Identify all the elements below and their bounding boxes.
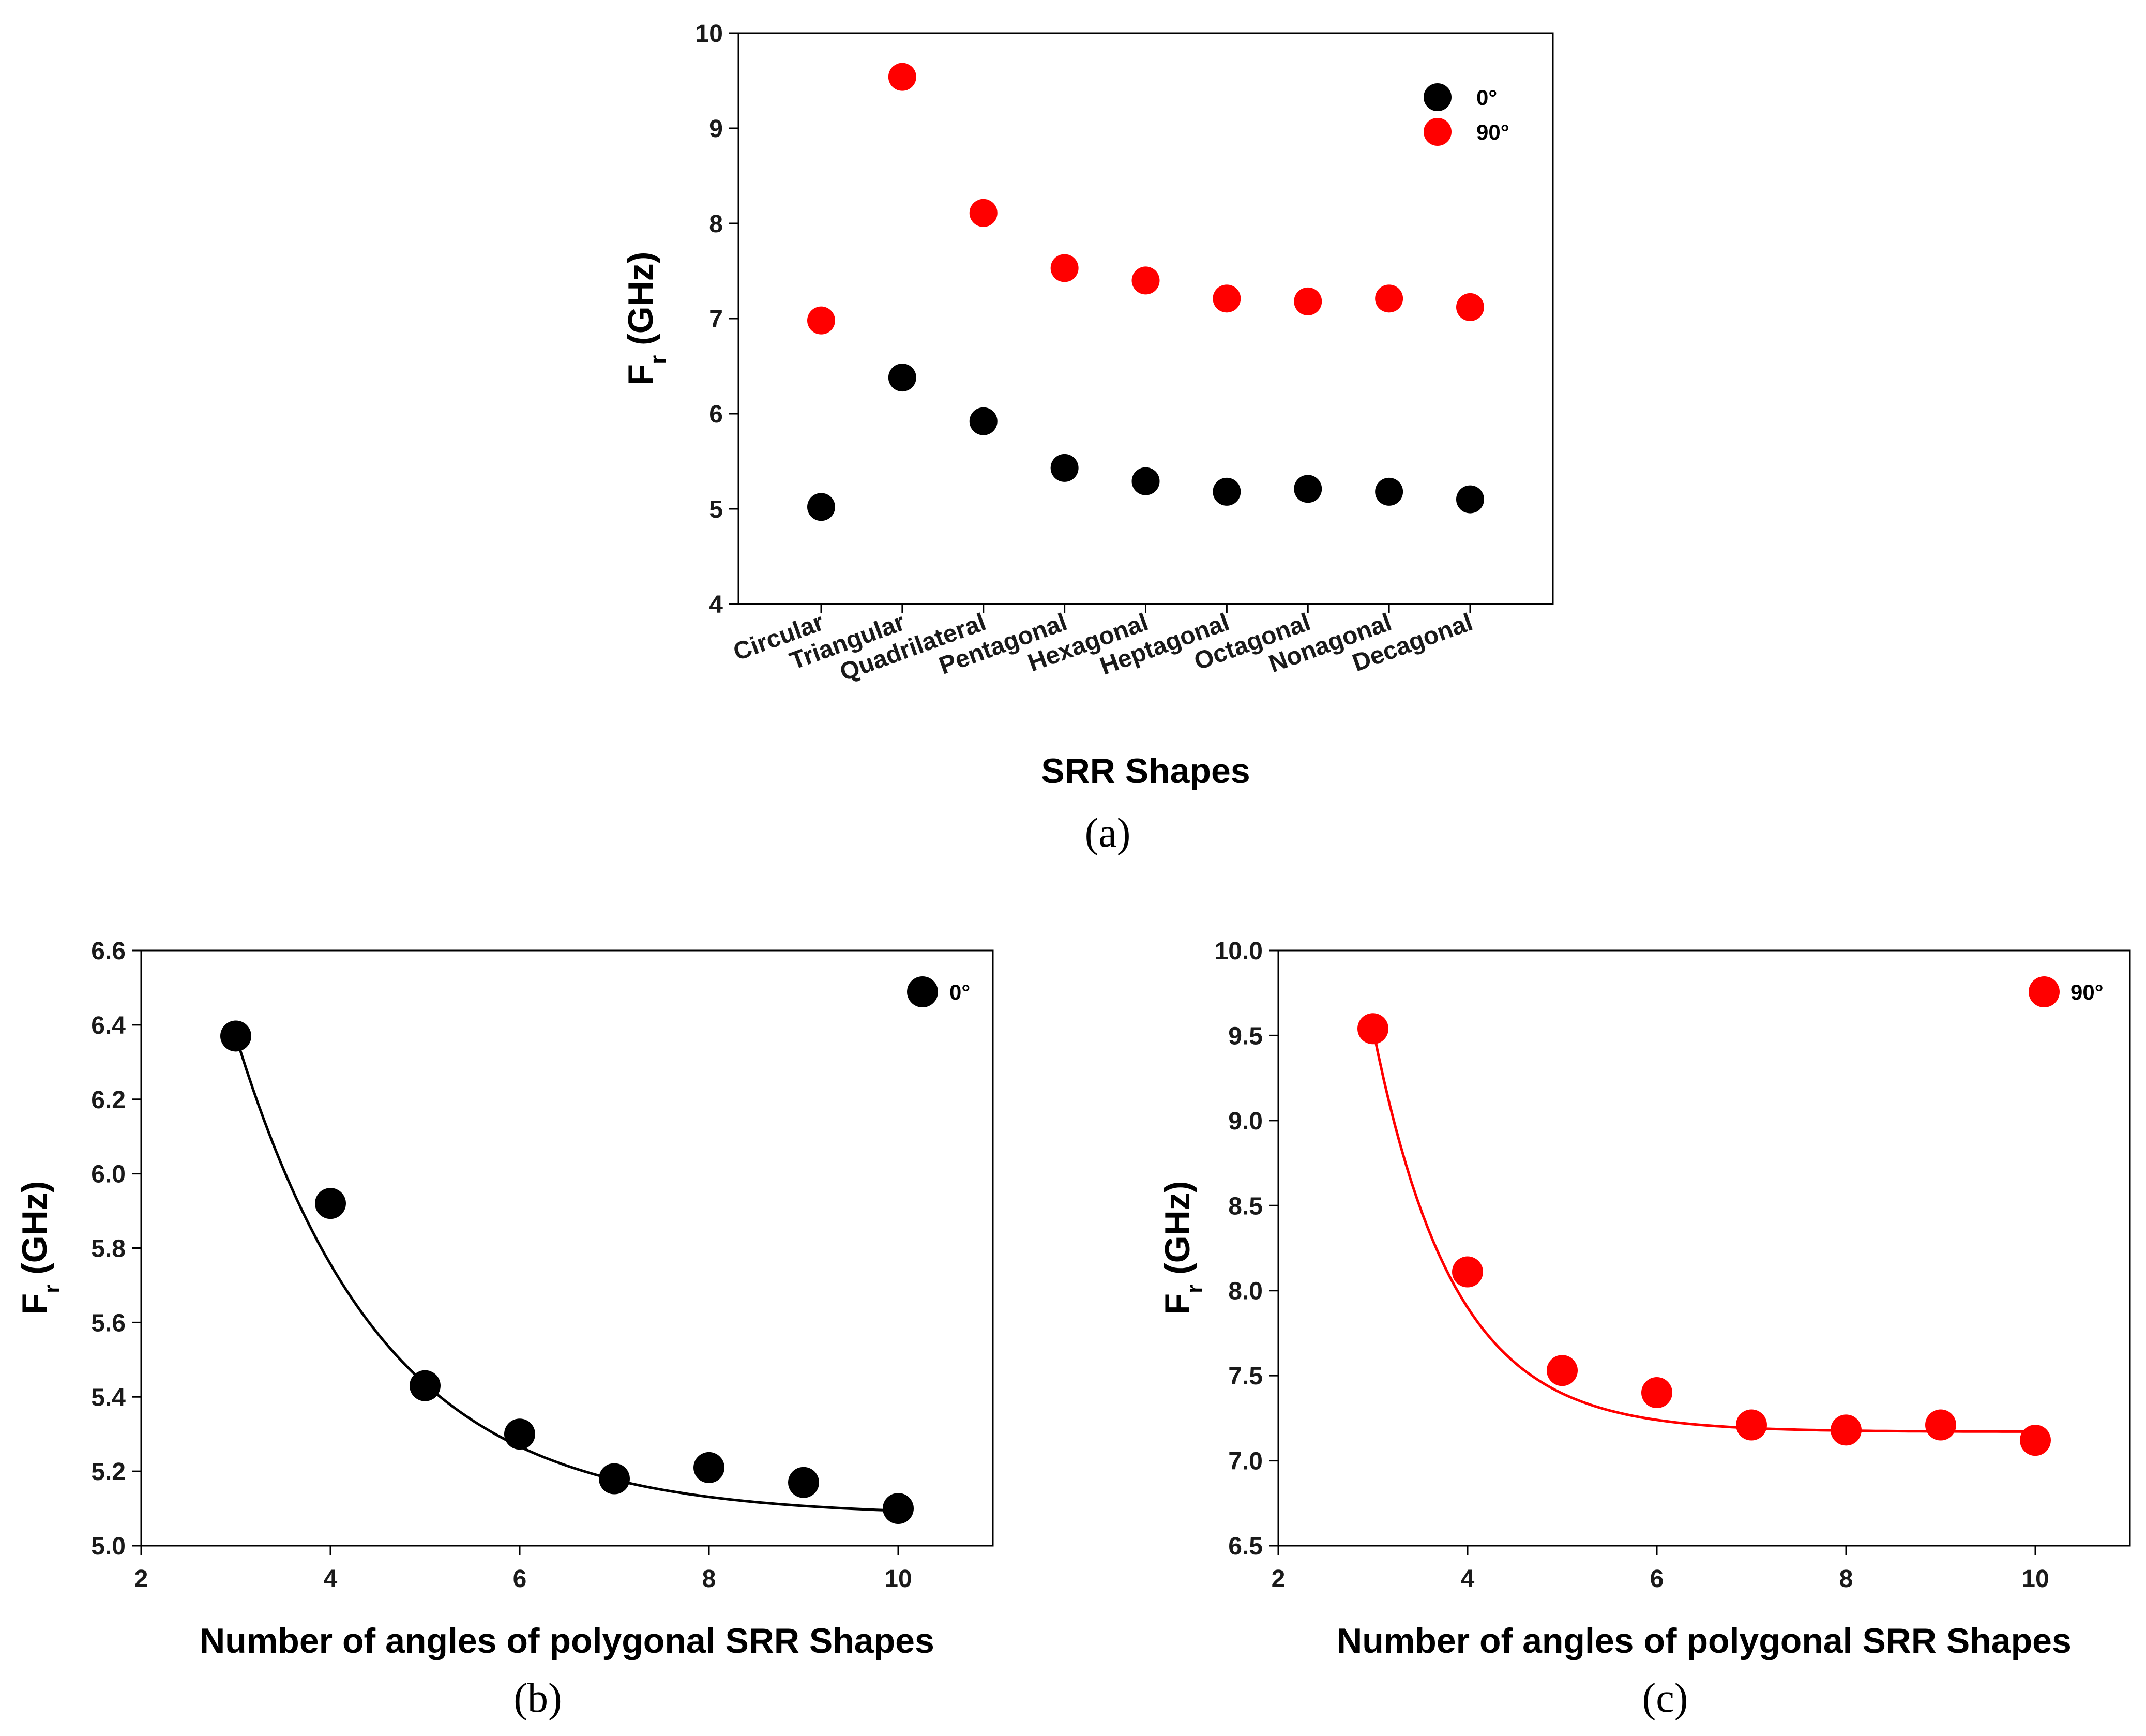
chart-a: 45678910CircularTriangularQuadrilateralP… (621, 20, 1554, 856)
chart-a-plot-frame (737, 32, 1554, 605)
chart-a-point-s2 (1294, 287, 1322, 315)
chart-b-y-axis-title: Fr (GHz) (15, 1181, 65, 1315)
chart-a-point-s2 (1131, 266, 1160, 295)
chart-c-x-tick-label: 4 (1461, 1565, 1475, 1593)
chart-b-point-s1 (599, 1463, 630, 1495)
chart-b-legend-label: 0° (949, 980, 970, 1004)
chart-a-y-tick-label: 6 (709, 401, 723, 428)
chart-b-x-tick-label: 6 (513, 1565, 527, 1593)
chart-a-point-s1 (888, 364, 916, 392)
chart-c-legend-label: 90° (2071, 980, 2104, 1004)
chart-b-legend-marker (907, 976, 938, 1007)
chart-b-y-tick-label: 5.4 (91, 1384, 126, 1411)
chart-c-y-tick-label: 7.0 (1228, 1448, 1263, 1475)
chart-c: 6.5 7.0 7.5 8.0 8.5 9.0 9.5 10.0 2 4 6 8 10 90° Number… (1158, 938, 2131, 1721)
chart-c-y-tick-label: 8.5 (1228, 1192, 1263, 1220)
chart-a-legend: 0°90° (1424, 83, 1509, 146)
chart-b-x-tick-label: 10 (884, 1565, 912, 1593)
chart-b-fit-curve (234, 1035, 899, 1512)
chart-a-legend-marker (1424, 83, 1452, 111)
chart-c-x-tick-label: 10 (2021, 1565, 2049, 1593)
chart-b-point-s1 (883, 1493, 914, 1524)
chart-c-y-tick-label: 9.0 (1228, 1108, 1263, 1135)
chart-b-y-tick-label: 5.0 (91, 1533, 126, 1560)
chart-c-caption: (c) (1642, 1675, 1688, 1721)
chart-a-point-s1 (1131, 467, 1160, 495)
chart-a-point-s2 (1050, 254, 1079, 282)
chart-c-point-s1 (1452, 1256, 1483, 1288)
chart-b-x-tick-label: 2 (134, 1565, 148, 1593)
chart-c-point-s1 (2020, 1425, 2051, 1456)
chart-b-y-tick-label: 6.2 (91, 1086, 126, 1114)
chart-a-point-s1 (1050, 454, 1079, 482)
chart-a-y-tick-label: 9 (709, 115, 723, 143)
chart-a-point-s1 (1213, 477, 1241, 506)
chart-c-y-tick-label: 9.5 (1228, 1022, 1263, 1050)
chart-a-point-s1 (1294, 475, 1322, 503)
chart-a-legend-marker (1424, 118, 1452, 146)
chart-c-x-axis-title: Number of angles of polygonal SRR Shapes (1337, 1621, 2072, 1660)
chart-a-point-s2 (1213, 284, 1241, 313)
chart-b-point-s1 (504, 1418, 535, 1450)
chart-b-legend: 0° (907, 976, 970, 1007)
chart-b-x-tick-label: 4 (324, 1565, 338, 1593)
chart-a-point-s2 (888, 63, 916, 91)
chart-c-y-tick-label: 7.5 (1228, 1363, 1263, 1390)
chart-c-y-tick-label: 6.5 (1228, 1533, 1263, 1560)
chart-a-point-s1 (1375, 477, 1403, 506)
chart-c-point-s1 (1357, 1013, 1388, 1045)
chart-a-legend-label: 0° (1476, 85, 1497, 110)
chart-b-y-tick-label: 5.6 (91, 1309, 126, 1337)
chart-a-y-tick-label: 4 (709, 591, 723, 618)
chart-a-y-tick-label: 5 (709, 496, 723, 523)
chart-a-point-s1 (1456, 485, 1484, 514)
chart-a-point-s1 (969, 407, 998, 435)
chart-b-y-tick-label: 6.0 (91, 1161, 126, 1188)
chart-c-point-s1 (1925, 1409, 1956, 1441)
chart-a-point-s2 (1375, 284, 1403, 313)
chart-a-y-tick-label: 7 (709, 306, 723, 333)
chart-b-plot-frame (140, 949, 994, 1547)
chart-c-y-axis-title: Fr (GHz) (1158, 1181, 1207, 1315)
chart-c-fit-curve (1371, 1028, 2036, 1433)
chart-c-point-s1 (1736, 1409, 1767, 1441)
chart-a-y-axis-title: Fr (GHz) (621, 252, 671, 386)
chart-c-point-s1 (1831, 1414, 1862, 1446)
chart-c-y-tick-label: 10.0 (1215, 938, 1263, 965)
chart-a-point-s2 (969, 199, 998, 227)
chart-b-point-s1 (315, 1188, 346, 1219)
chart-c-y-tick-label: 8.0 (1228, 1278, 1263, 1305)
chart-b-y-tick-label: 5.8 (91, 1235, 126, 1263)
chart-b-x-tick-label: 8 (702, 1565, 716, 1593)
chart-b-caption: (b) (513, 1675, 562, 1721)
chart-c-plot-frame (1277, 949, 2131, 1547)
chart-a-y-tick-label: 10 (696, 20, 723, 48)
chart-a-point-s1 (807, 493, 835, 521)
chart-b-point-s1 (788, 1467, 819, 1498)
chart-b-y-tick-label: 5.2 (91, 1458, 126, 1486)
chart-a-legend-label: 90° (1476, 120, 1509, 144)
chart-a-caption: (a) (1085, 810, 1131, 856)
chart-b-point-s1 (220, 1020, 251, 1052)
chart-a-x-axis-title: SRR Shapes (1041, 751, 1250, 791)
chart-a-y-tick-label: 8 (709, 210, 723, 238)
chart-b-y-tick-label: 6.4 (91, 1012, 126, 1039)
chart-c-legend-marker (2029, 976, 2060, 1007)
chart-b-point-s1 (693, 1452, 724, 1483)
chart-b: 5.0 5.2 5.4 5.6 5.8 6.0 6.2 6.4 6.6 2 4 6 8 10 0° Numbe… (15, 938, 994, 1721)
chart-b-point-s1 (410, 1370, 441, 1401)
chart-c-x-tick-label: 6 (1650, 1565, 1664, 1593)
chart-b-x-axis-title: Number of angles of polygonal SRR Shapes (200, 1621, 934, 1660)
chart-c-point-s1 (1547, 1355, 1578, 1386)
chart-c-x-tick-label: 8 (1839, 1565, 1853, 1593)
chart-a-point-s2 (1456, 293, 1484, 321)
chart-a-point-s2 (807, 306, 835, 335)
chart-b-y-tick-label: 6.6 (91, 938, 126, 965)
chart-c-legend: 90° (2029, 976, 2104, 1007)
chart-c-x-tick-label: 2 (1272, 1565, 1286, 1593)
chart-c-point-s1 (1641, 1377, 1672, 1409)
